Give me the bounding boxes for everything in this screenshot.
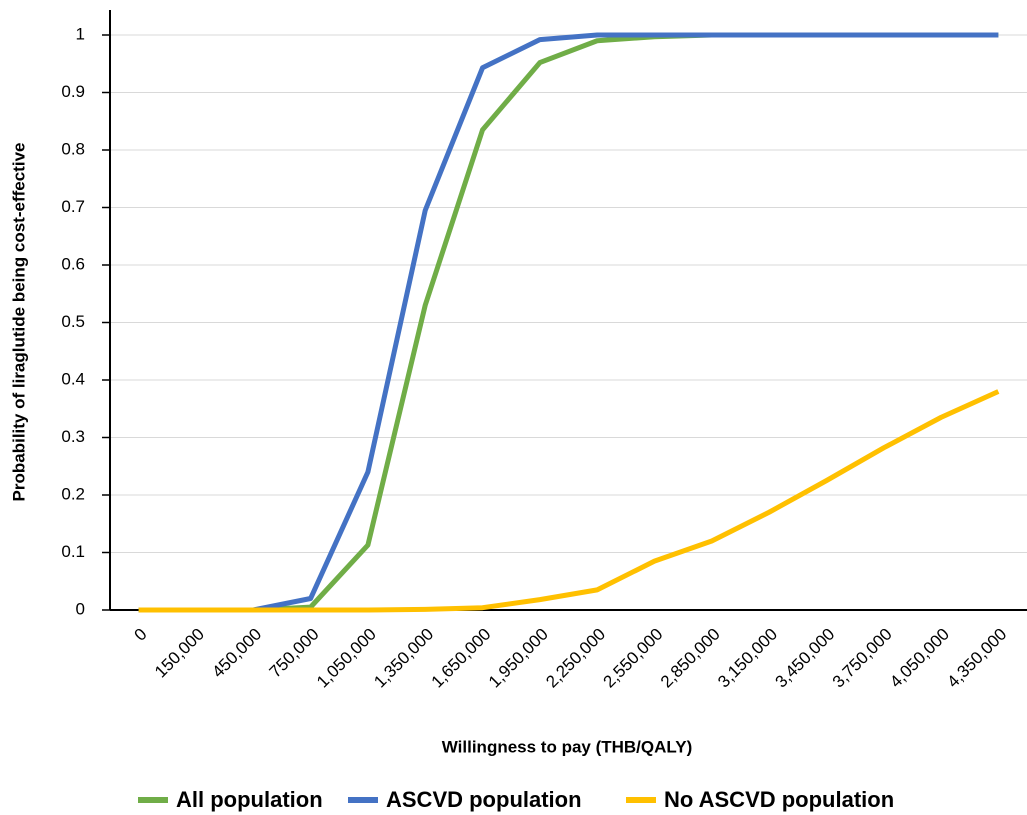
y-tick-label: 0.9 (61, 82, 85, 101)
y-tick-label: 0.6 (61, 254, 85, 273)
y-tick-label: 0 (76, 599, 85, 618)
series-line (138, 32, 999, 613)
legend-label: No ASCVD population (664, 787, 894, 812)
y-tick-label: 1 (76, 24, 85, 43)
x-tick-label: 0 (131, 625, 151, 645)
y-tick-label: 0.7 (61, 197, 85, 216)
y-tick-label: 0.1 (61, 542, 85, 561)
legend-label: ASCVD population (386, 787, 582, 812)
x-tick-label: 2,250,000 (542, 625, 609, 692)
y-axis-label: Probability of liraglutide being cost-ef… (9, 143, 28, 502)
y-tick-label: 0.3 (61, 427, 85, 446)
x-axis-label: Willingness to pay (THB/QALY) (442, 737, 692, 756)
y-tick-label: 0.5 (61, 312, 85, 331)
x-tick-label: 1,050,000 (313, 625, 380, 692)
x-tick-label: 1,650,000 (428, 625, 495, 692)
x-tick-label: 3,450,000 (771, 625, 838, 692)
x-tick-label: 3,750,000 (829, 625, 896, 692)
x-tick-label: 1,950,000 (485, 625, 552, 692)
x-tick-label: 4,050,000 (886, 625, 953, 692)
x-tick-label: 450,000 (208, 625, 265, 682)
legend-label: All population (176, 787, 323, 812)
x-tick-label: 1,350,000 (370, 625, 437, 692)
series-line (138, 389, 1000, 613)
x-tick-label: 4,350,000 (943, 625, 1010, 692)
x-tick-label: 2,550,000 (600, 625, 667, 692)
x-tick-label: 3,150,000 (714, 625, 781, 692)
x-tick-label: 750,000 (266, 625, 323, 682)
y-tick-label: 0.2 (61, 484, 85, 503)
y-tick-label: 0.8 (61, 139, 85, 158)
x-tick-label: 150,000 (151, 625, 208, 682)
y-tick-label: 0.4 (61, 369, 85, 388)
x-tick-label: 2,850,000 (657, 625, 724, 692)
